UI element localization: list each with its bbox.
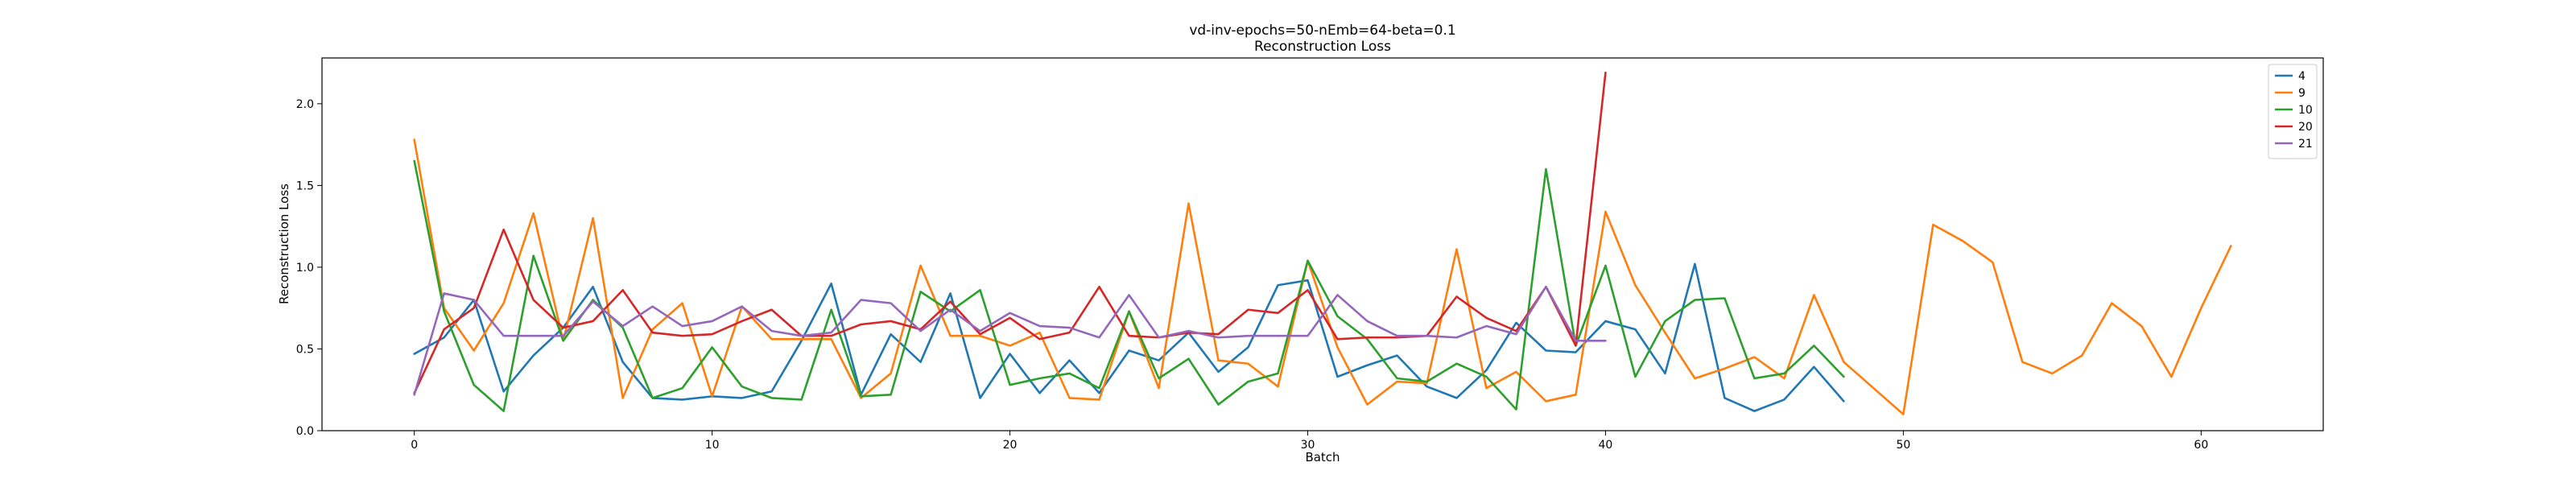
y-tick-label: 1.0 [296, 262, 314, 275]
series-line-10 [413, 159, 1845, 412]
x-axis: 0 10 20 30 40 50 60 [411, 431, 2208, 452]
series-line-4 [413, 262, 1845, 412]
x-axis-label: Batch [1305, 450, 1340, 464]
legend-label-20: 20 [2298, 121, 2313, 134]
series-line-20 [413, 71, 1607, 394]
x-tick-label: 20 [1003, 439, 1018, 452]
y-tick-label: 1.5 [296, 180, 314, 192]
plot-frame [321, 57, 2324, 431]
legend-label-21: 21 [2298, 138, 2313, 151]
series-line-21 [413, 285, 1607, 396]
x-tick-label: 40 [1599, 439, 1613, 452]
plot-area [413, 71, 2232, 415]
y-tick-label: 0.0 [296, 425, 314, 438]
legend-box [2268, 64, 2318, 159]
y-axis-label: Reconstruction Loss [277, 184, 291, 304]
y-tick-label: 2.0 [296, 98, 314, 111]
x-tick-label: 30 [1301, 439, 1315, 452]
legend-label-9: 9 [2298, 87, 2306, 100]
y-axis: 0.0 0.5 1.0 1.5 2.0 [296, 98, 322, 438]
legend-label-4: 4 [2298, 70, 2306, 83]
x-tick-label: 0 [411, 439, 418, 452]
x-tick-label: 10 [705, 439, 720, 452]
series-line-9 [413, 138, 2232, 415]
y-tick-label: 0.5 [296, 343, 314, 356]
x-tick-label: 50 [1896, 439, 1910, 452]
chart-subtitle: Reconstruction Loss [1254, 39, 1391, 55]
chart-title: vd-inv-epochs=50-nEmb=64-beta=0.1 [1189, 23, 1455, 39]
x-tick-label: 60 [2194, 439, 2208, 452]
legend-label-10: 10 [2298, 104, 2313, 117]
legend: 4 9 10 20 21 [2268, 64, 2318, 159]
